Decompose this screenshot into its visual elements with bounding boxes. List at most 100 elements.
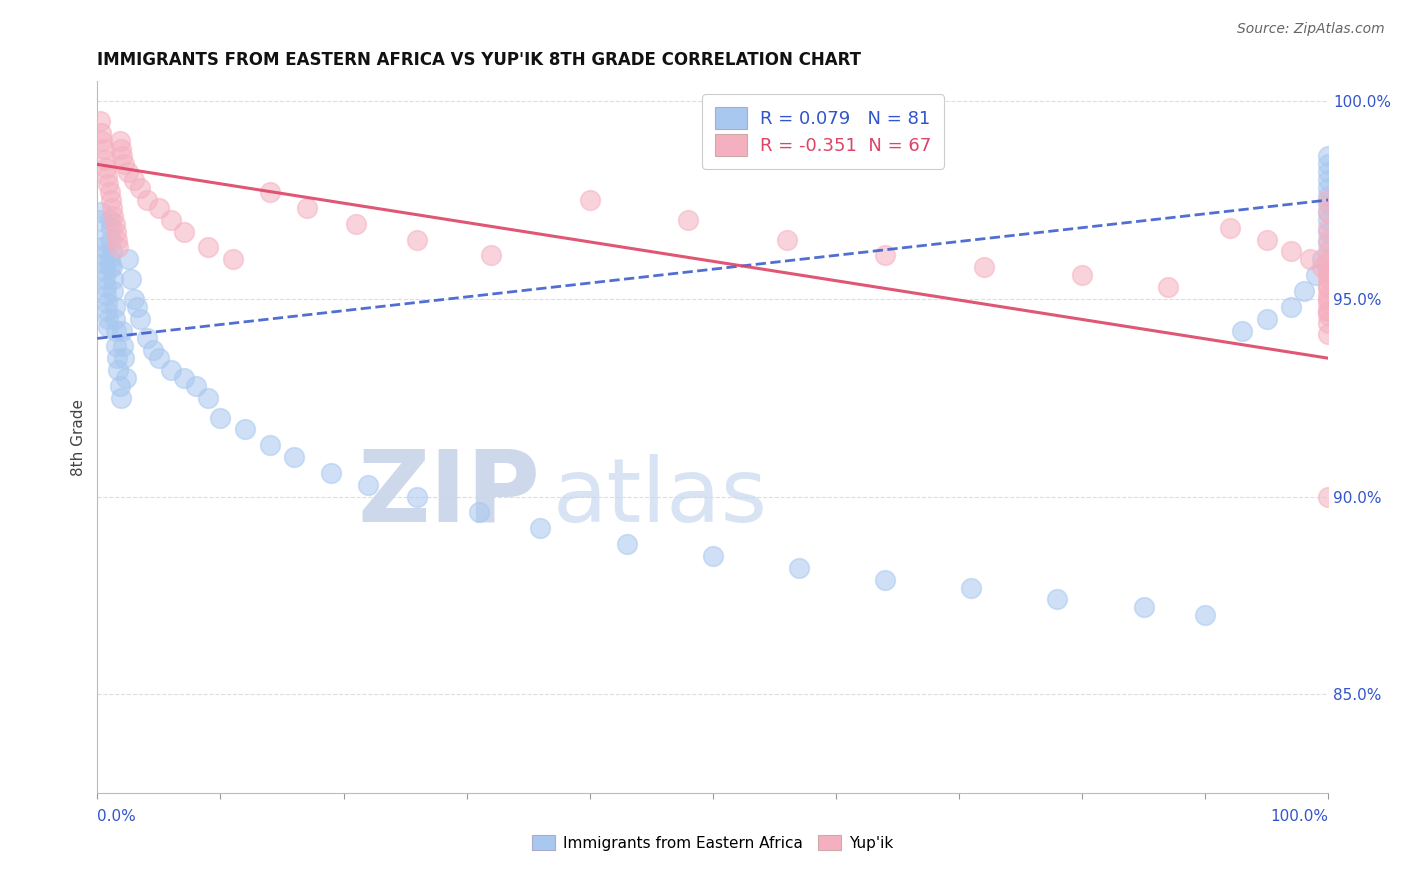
Point xyxy=(135,331,157,345)
Point xyxy=(107,363,129,377)
Point xyxy=(233,422,256,436)
Point xyxy=(110,391,132,405)
Point xyxy=(1317,244,1340,259)
Point xyxy=(1310,252,1333,267)
Point xyxy=(1071,268,1094,282)
Point xyxy=(1317,264,1340,278)
Point xyxy=(406,490,429,504)
Point xyxy=(94,280,117,294)
Point xyxy=(100,233,122,247)
Point xyxy=(1317,280,1340,294)
Point xyxy=(89,212,111,227)
Point xyxy=(89,114,111,128)
Point xyxy=(96,169,118,184)
Point xyxy=(1256,233,1278,247)
Point xyxy=(101,201,124,215)
Point xyxy=(1298,252,1320,267)
Point xyxy=(93,264,115,278)
Point xyxy=(1317,165,1340,179)
Text: IMMIGRANTS FROM EASTERN AFRICA VS YUP'IK 8TH GRADE CORRELATION CHART: IMMIGRANTS FROM EASTERN AFRICA VS YUP'IK… xyxy=(97,51,862,69)
Point xyxy=(1317,236,1340,251)
Point xyxy=(142,343,165,358)
Point xyxy=(91,240,114,254)
Point xyxy=(103,311,125,326)
Point xyxy=(91,233,114,247)
Point xyxy=(1317,189,1340,203)
Point xyxy=(94,161,117,176)
Point xyxy=(124,173,146,187)
Point xyxy=(160,363,183,377)
Point xyxy=(129,181,152,195)
Point xyxy=(259,185,281,199)
Point xyxy=(1194,608,1216,623)
Point xyxy=(960,581,983,595)
Point xyxy=(1317,157,1340,171)
Point xyxy=(775,233,797,247)
Point xyxy=(97,177,120,191)
Point xyxy=(973,260,995,275)
Point xyxy=(1310,260,1333,275)
Point xyxy=(135,193,157,207)
Point xyxy=(114,371,136,385)
Y-axis label: 8th Grade: 8th Grade xyxy=(72,399,86,475)
Point xyxy=(283,450,305,464)
Point xyxy=(1292,284,1315,298)
Point xyxy=(1157,280,1180,294)
Point xyxy=(1317,490,1340,504)
Point xyxy=(103,284,125,298)
Point xyxy=(1317,308,1340,322)
Point xyxy=(103,272,125,286)
Point xyxy=(1317,303,1340,318)
Point xyxy=(160,212,183,227)
Point xyxy=(104,225,127,239)
Point xyxy=(479,248,502,262)
Point xyxy=(125,300,148,314)
Point xyxy=(120,272,142,286)
Point xyxy=(103,217,125,231)
Point xyxy=(112,157,135,171)
Point xyxy=(173,225,195,239)
Point xyxy=(148,351,170,366)
Point xyxy=(1317,256,1340,270)
Point xyxy=(222,252,245,267)
Point xyxy=(1219,220,1241,235)
Point xyxy=(111,149,134,163)
Point xyxy=(468,505,491,519)
Point xyxy=(357,477,380,491)
Point xyxy=(110,142,132,156)
Point xyxy=(259,438,281,452)
Point xyxy=(1317,181,1340,195)
Point xyxy=(1317,316,1340,330)
Point xyxy=(148,201,170,215)
Point xyxy=(124,292,146,306)
Text: atlas: atlas xyxy=(553,454,768,541)
Point xyxy=(108,134,131,148)
Point xyxy=(101,260,124,275)
Point xyxy=(676,212,699,227)
Point xyxy=(209,410,232,425)
Point xyxy=(1230,324,1253,338)
Point xyxy=(1317,272,1340,286)
Point xyxy=(1046,592,1069,607)
Point xyxy=(93,272,115,286)
Point xyxy=(1317,149,1340,163)
Point xyxy=(1317,225,1340,239)
Point xyxy=(1317,252,1340,267)
Point xyxy=(93,142,115,156)
Point xyxy=(129,311,152,326)
Point xyxy=(112,351,135,366)
Point xyxy=(702,549,724,563)
Point xyxy=(103,209,125,223)
Point xyxy=(105,351,128,366)
Point xyxy=(101,244,124,259)
Point xyxy=(104,339,127,353)
Point xyxy=(1317,288,1340,302)
Point xyxy=(98,212,121,227)
Point xyxy=(96,295,118,310)
Point xyxy=(1317,205,1340,219)
Point xyxy=(873,573,896,587)
Point xyxy=(105,233,128,247)
Point xyxy=(197,391,219,405)
Point xyxy=(98,260,121,275)
Point xyxy=(1317,220,1340,235)
